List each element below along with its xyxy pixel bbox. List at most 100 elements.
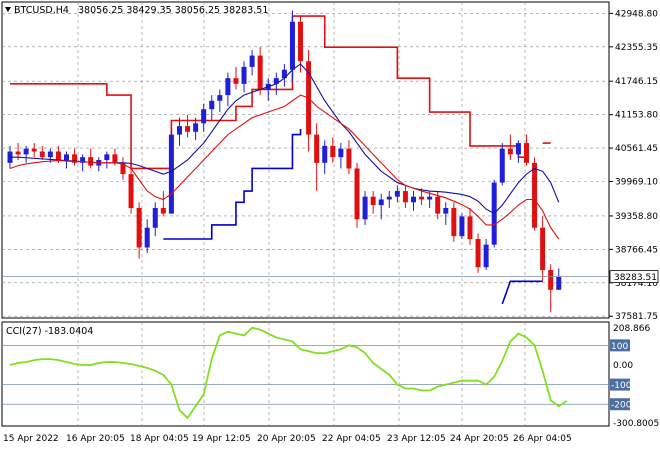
candle-body [23,148,29,155]
cci-level-box [610,378,630,391]
candle-body [402,191,408,203]
cci-level-box [610,339,630,352]
candle-body [225,78,231,96]
price-axis: 42948.80 42355.35 41746.15 41153.80 40561.45… [2,9,659,322]
price-tick-label: 37581.75 [615,312,658,322]
candle-body [201,109,207,124]
price-tick-label: 40561.45 [615,144,658,154]
candle-body [160,207,166,214]
indicator-title: CCI(27) -183.0404 [6,326,93,337]
time-tick-label: 23 Apr 12:05 [387,434,446,444]
candle-body [63,154,69,160]
candle-body [281,69,287,79]
candle-body [483,244,489,268]
candle-body [31,148,37,152]
cci-tick-label: 0.00 [613,361,633,371]
time-tick-label: 22 Apr 04:05 [322,434,381,444]
time-tick-label: 20 Apr 20:05 [257,434,316,444]
candle-body [120,162,126,175]
cci-tick-label: -300.8005 [613,419,659,429]
candle-body [298,21,304,62]
candle-body [144,227,150,248]
candle-body [548,270,554,290]
candle-body [338,148,344,158]
candle-body [362,196,368,220]
price-tick-label: 41746.15 [615,77,658,87]
candle-body [532,162,538,228]
candle-body [370,196,376,206]
candle-body [540,227,546,271]
cci-level-box [610,398,630,411]
moving-averages [9,63,560,240]
candle-body [451,207,457,237]
main-chart-frame [1,1,610,319]
candle-body [419,196,425,200]
candle-body [152,207,158,228]
candle-body [378,199,384,206]
candle-body [394,191,400,197]
candle-body [249,55,255,67]
candle-body [330,145,336,158]
candle-body [15,151,21,155]
candle-body [39,151,45,158]
candle-body [435,196,441,214]
stop-lower-line [501,280,543,305]
cci-tick-label: 100 [611,342,628,352]
candle-body [346,148,352,169]
dropdown-arrow-icon[interactable] [5,7,11,12]
candle-body [104,154,110,160]
candle-body [72,154,78,163]
candle-body [273,78,279,84]
candle-body [507,148,513,155]
time-tick-label: 16 Apr 20:05 [66,434,125,444]
candle-body [88,157,94,166]
time-tick-label: 19 Apr 12:05 [192,434,251,444]
time-tick-label: 26 Apr 04:05 [513,434,572,444]
candle-body [556,276,562,290]
candle-body [314,134,320,163]
price-tick-label: 42355.35 [615,43,658,53]
current-price-marker [609,270,659,284]
time-tick-label: 24 Apr 20:05 [450,434,509,444]
candle-body [128,174,134,208]
price-tick-label: 42948.80 [615,9,658,19]
price-tick-label: 39969.10 [615,177,658,187]
current-price-label: 38283.51 [614,273,657,283]
cci-series-line [9,326,568,420]
price-tick-label: 38766.45 [615,245,658,255]
candle-body [257,55,263,90]
cci-tick-label: -200 [611,401,632,411]
cci-tick-label: 208.866 [613,324,650,334]
indicator-frame [1,321,610,427]
candle-body [386,196,392,200]
candle-body [193,123,199,132]
symbol-label: BTCUSD,H4 [14,5,69,16]
candle-body [209,100,215,110]
price-tick-label: 38174.10 [615,279,658,289]
cci-axis: 208.866 100 0.00 -100 -200 -300.8005 [610,324,659,429]
stop-lower-line [163,128,302,240]
cci-line [2,326,609,420]
candle-body [289,21,295,70]
time-tick-label: 18 Apr 04:05 [130,434,189,444]
candle-body [499,148,505,183]
candle-body [233,78,239,84]
price-tick-label: 39358.80 [615,212,658,222]
candle-body [112,154,118,163]
candle-body [55,151,61,160]
candle-body [523,143,529,163]
candle-body [47,151,53,158]
candle-body [443,207,449,214]
candle-body [411,196,416,203]
candle-body [467,216,473,239]
candle-body [475,239,481,268]
time-axis: 15 Apr 2022 16 Apr 20:05 18 Apr 04:05 19 Ap… [3,434,572,444]
candle-body [322,145,328,163]
candle-body [176,126,182,135]
time-tick-label: 15 Apr 2022 [3,434,59,444]
candle-body [354,168,360,220]
candle-body [515,143,521,155]
candle-body [168,134,174,214]
candle-body [459,216,465,237]
